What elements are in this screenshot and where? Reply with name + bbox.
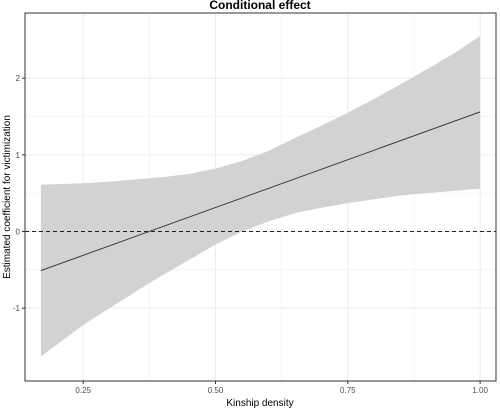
- y-tick-label: 1: [16, 151, 21, 160]
- chart-title: Conditional effect: [209, 0, 310, 12]
- effect-line: [40, 111, 481, 272]
- series-layer: [40, 111, 481, 272]
- y-tick-label: 2: [16, 74, 21, 83]
- plot-panel-border: [24, 12, 497, 382]
- x-tick-label: 0.75: [340, 386, 356, 395]
- x-axis-ticks: 0.25 0.50 0.75 1.00: [75, 381, 488, 395]
- confidence-band-layer: [40, 36, 481, 357]
- y-tick-label: -1: [13, 304, 21, 313]
- x-tick-label: 0.50: [208, 386, 224, 395]
- x-axis-label: Kinship density: [226, 398, 293, 409]
- x-tick-label: 1.00: [472, 386, 488, 395]
- confidence-band: [40, 36, 481, 357]
- y-axis-label: Estimated coefficient for victimization: [2, 115, 13, 279]
- y-axis-ticks: -1 0 1 2: [13, 74, 25, 313]
- x-tick-label: 0.25: [75, 386, 91, 395]
- y-tick-label: 0: [16, 228, 21, 237]
